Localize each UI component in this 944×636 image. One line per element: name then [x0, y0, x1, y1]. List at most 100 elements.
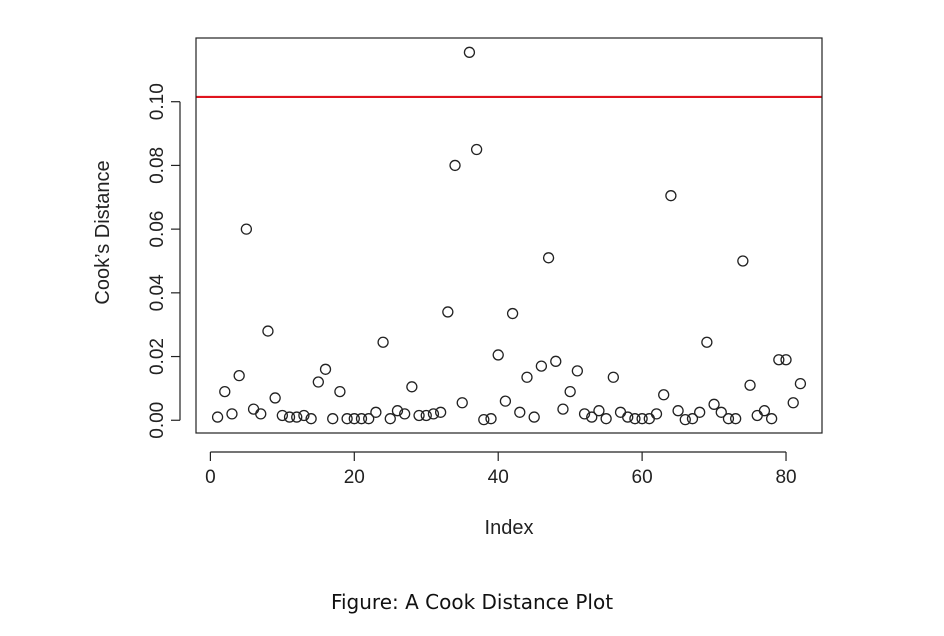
data-point — [542, 252, 555, 264]
data-point — [586, 411, 598, 423]
data-point — [665, 190, 677, 202]
y-tick-label: 0.04 — [147, 274, 168, 311]
data-point — [233, 370, 245, 382]
x-tick-label: 40 — [488, 467, 509, 488]
data-point — [578, 408, 591, 420]
x-axis-label: Index — [485, 517, 534, 539]
data-point — [593, 405, 605, 417]
data-point — [442, 306, 454, 318]
y-tick-label: 0.10 — [147, 83, 168, 120]
data-point — [722, 413, 735, 425]
x-tick-label: 0 — [205, 467, 216, 488]
data-point — [456, 397, 468, 409]
data-point — [521, 371, 533, 383]
figure-caption: Figure: A Cook Distance Plot — [330, 590, 614, 614]
data-point — [399, 408, 411, 420]
data-point — [427, 408, 440, 420]
data-point — [701, 336, 713, 348]
data-point — [384, 413, 396, 425]
data-point — [650, 408, 663, 420]
data-point — [348, 413, 360, 425]
data-point — [686, 413, 699, 425]
data-point — [363, 413, 375, 425]
data-points — [211, 46, 807, 426]
data-point — [434, 406, 447, 418]
data-point — [269, 392, 281, 404]
data-point — [765, 413, 778, 425]
data-point — [499, 395, 512, 407]
data-point — [672, 405, 684, 417]
data-point — [312, 376, 324, 388]
data-point — [492, 349, 504, 361]
data-point — [535, 360, 548, 372]
data-point — [607, 371, 619, 383]
data-point — [636, 413, 648, 425]
data-point — [327, 413, 339, 425]
data-point — [406, 381, 418, 393]
data-point — [355, 413, 368, 425]
y-tick-label: 0.08 — [147, 147, 168, 184]
y-tick-label: 0.06 — [147, 211, 168, 248]
data-point — [319, 363, 332, 375]
data-point — [780, 354, 792, 366]
data-point — [622, 411, 634, 423]
data-point — [276, 409, 288, 422]
data-point — [694, 406, 706, 418]
data-point — [449, 159, 461, 172]
data-point — [420, 409, 432, 422]
data-point — [370, 406, 382, 418]
y-axis-label: Cook’s Distance — [92, 160, 114, 304]
data-point — [679, 413, 691, 426]
data-point — [571, 365, 584, 377]
data-point — [629, 413, 641, 425]
data-point — [794, 377, 807, 390]
y-tick-label: 0.00 — [147, 402, 168, 439]
data-point — [391, 405, 404, 417]
y-tick-label: 0.02 — [147, 338, 168, 375]
data-point — [528, 411, 540, 423]
plot-frame — [195, 37, 823, 434]
data-point — [564, 385, 576, 398]
data-point — [730, 413, 742, 425]
x-tick-label: 80 — [775, 467, 796, 488]
data-point — [240, 223, 253, 235]
data-point — [758, 405, 771, 417]
data-point — [255, 408, 267, 420]
x-tick-label: 60 — [632, 467, 653, 488]
data-point — [708, 398, 720, 410]
data-point — [377, 336, 389, 348]
data-point — [658, 389, 670, 401]
data-point — [334, 385, 346, 398]
data-point — [211, 411, 224, 423]
data-point — [413, 409, 425, 422]
data-point — [751, 409, 763, 422]
data-point — [262, 325, 274, 337]
data-point — [298, 409, 310, 422]
y-axis: 0.00 0.02 0.04 0.06 0.08 0.10 — [147, 83, 181, 439]
data-point — [470, 143, 483, 156]
x-axis: 0 20 40 60 80 — [205, 451, 797, 488]
data-point — [341, 413, 353, 425]
data-point — [305, 413, 317, 425]
data-point — [773, 354, 785, 366]
data-point — [514, 406, 526, 418]
data-point — [463, 46, 476, 58]
data-point — [600, 413, 612, 425]
data-point — [219, 385, 231, 398]
x-tick-label: 20 — [344, 467, 365, 488]
data-point — [614, 406, 627, 418]
data-point — [506, 307, 519, 320]
data-point — [485, 413, 497, 425]
data-point — [787, 397, 799, 409]
data-point — [283, 411, 296, 423]
data-point — [737, 255, 749, 267]
data-point — [643, 413, 655, 425]
cooks-distance-chart: 0 20 40 60 80 0.00 0.02 0.04 0.06 0.08 0.10 Index… — [92, 37, 823, 539]
data-point — [226, 408, 238, 420]
data-point — [715, 406, 727, 418]
data-point — [557, 403, 569, 415]
data-point — [291, 411, 303, 423]
data-point — [550, 355, 562, 367]
data-point — [247, 403, 260, 415]
data-point — [744, 379, 756, 391]
